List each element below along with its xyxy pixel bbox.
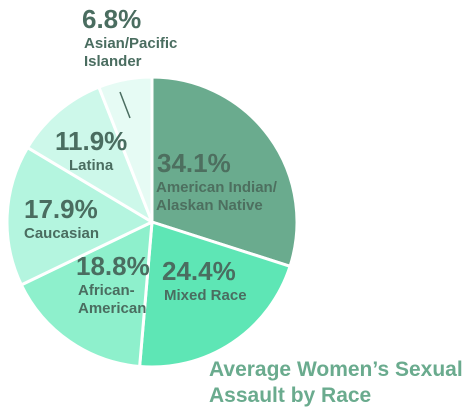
slice-category-label-4-line-1: Caucasian [24, 225, 99, 242]
slice-label-5: 11.9%Latina [55, 126, 127, 174]
slice-category-label-1-line-2: Alaskan Native [156, 197, 263, 214]
chart-title-line-2: Assault by Race [209, 384, 371, 407]
slice-percent-1: 34.1% [157, 148, 231, 178]
slice-label-1: 34.1%American Indian/Alaskan Native [156, 148, 278, 214]
slice-category-label-3-line-2: American [78, 300, 146, 317]
slice-category-label-6-line-2: Islander [84, 53, 142, 70]
slice-category-label-3-line-1: African- [78, 282, 135, 299]
slice-category-label-2-line-1: Mixed Race [164, 287, 247, 304]
slice-percent-2: 24.4% [162, 256, 236, 286]
pie-slice-1 [150, 75, 299, 268]
pie-slice-5 [26, 85, 154, 224]
pie-slice-6 [97, 75, 154, 224]
pie-slice-4 [5, 146, 154, 287]
chart-title: Average Women’s Sexual Assault by Race [209, 358, 463, 407]
slice-percent-5: 11.9% [55, 126, 127, 156]
pie-labels: 34.1%American Indian/Alaskan Native 24.4%… [24, 4, 278, 317]
leader-line-asian-pacific [119, 91, 131, 119]
slice-percent-4: 17.9% [24, 194, 98, 224]
pie-slice-3 [19, 220, 154, 368]
slice-percent-3: 18.8% [76, 251, 150, 281]
slice-category-label-5-line-1: Latina [69, 157, 114, 174]
slice-category-label-1-line-1: American Indian/ [156, 179, 278, 196]
slice-category-label-6-line-1: Asian/Pacific [84, 35, 177, 52]
slice-label-4: 17.9%Caucasian [24, 194, 99, 242]
chart-title-line-1: Average Women’s Sexual [209, 358, 463, 381]
pie-slices [5, 75, 299, 369]
slice-label-3: 18.8%African-American [76, 251, 150, 317]
pie-slice-2 [138, 220, 292, 369]
slice-label-2: 24.4%Mixed Race [162, 256, 247, 304]
slice-percent-6: 6.8% [82, 4, 141, 34]
